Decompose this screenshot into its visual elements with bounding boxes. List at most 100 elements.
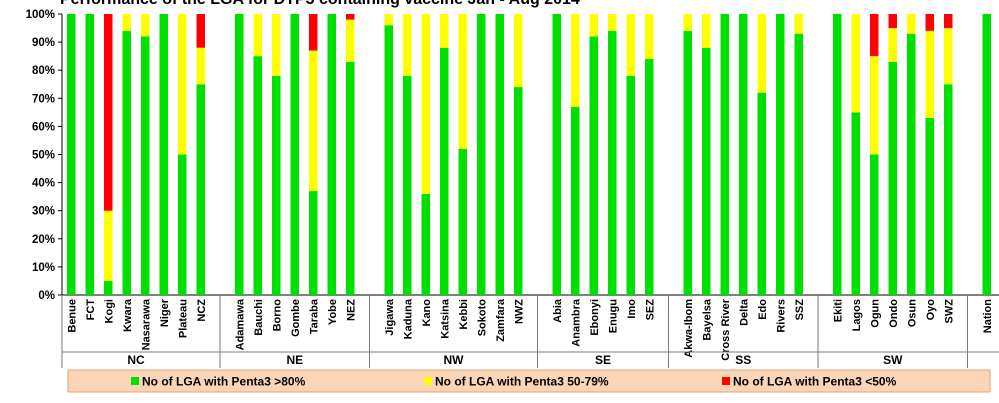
legend-label: No of LGA with Penta3 50-79% (435, 375, 609, 389)
bar-segment (925, 14, 934, 31)
bar-segment (196, 84, 205, 295)
bar-segment (403, 14, 412, 76)
x-tick-label: Kaduna (402, 298, 414, 339)
bar-segment (346, 14, 355, 20)
x-tick-label: NEZ (345, 299, 357, 321)
bar-segment (104, 280, 113, 295)
x-tick-label: Nation (982, 299, 994, 334)
bar-segment (403, 75, 412, 295)
bar-segment (982, 14, 991, 295)
bar-segment (870, 154, 879, 295)
x-tick-label: Niger (159, 298, 171, 327)
x-tick-label: Nasarawa (140, 298, 152, 350)
bar-segment (794, 14, 803, 34)
bar-segment (870, 14, 879, 57)
x-tick-label: Yobe (327, 299, 339, 325)
x-tick-label: Lagos (851, 299, 863, 331)
bar-segment (888, 28, 897, 62)
x-tick-label: Taraba (308, 298, 320, 334)
bar-segment (122, 30, 131, 296)
bar-segment (514, 87, 523, 295)
bar-segment (757, 14, 766, 93)
x-tick-label: SEZ (644, 299, 656, 321)
x-tick-label: Katsina (439, 298, 451, 339)
bar-segment (458, 148, 467, 295)
bar-segment (178, 154, 187, 295)
x-tick-label: Osun (906, 299, 918, 327)
bar-segment (888, 61, 897, 295)
bar-segment (440, 47, 449, 295)
bar-segment (757, 92, 766, 296)
bar-segment (309, 50, 318, 192)
y-tick-label: 30% (32, 206, 55, 218)
bar-segment (851, 14, 860, 113)
x-tick-label: Imo (626, 299, 638, 319)
bar-segment (907, 33, 916, 296)
group-label: SS (735, 353, 751, 367)
x-tick-label: Kebbi (458, 299, 470, 330)
bar-segment (571, 14, 580, 107)
x-tick-label: Delta (738, 298, 750, 326)
bar-segment (67, 14, 76, 295)
bar-segment (739, 14, 748, 295)
bar-segment (141, 14, 150, 37)
group-label: NE (286, 353, 303, 367)
bar-segment (458, 14, 467, 149)
legend-swatch (131, 377, 139, 385)
bar-segment (309, 191, 318, 295)
bar-segment (608, 14, 617, 31)
x-tick-label: Enugu (607, 299, 619, 333)
bar-segment (925, 117, 934, 295)
x-tick-label: Anambra (570, 298, 582, 347)
bar-segment (645, 58, 654, 296)
x-tick-label: Akwa-Ibom (683, 299, 695, 358)
legend-box (67, 369, 991, 393)
y-tick-label: 60% (32, 121, 55, 133)
bar-segment (702, 14, 711, 48)
bar-segment (104, 14, 113, 211)
bar-segment (683, 14, 692, 31)
x-tick-label: Bayelsa (701, 298, 713, 340)
bar-segment (589, 36, 598, 295)
chart-title: Performance of the LGA for DTP3 containi… (60, 0, 580, 9)
y-tick-label: 20% (32, 234, 55, 246)
bar-segment (440, 14, 449, 48)
x-tick-label: Abia (552, 298, 564, 323)
bar-segment (272, 75, 281, 295)
bar-segment (495, 14, 504, 295)
bar-segment (720, 14, 729, 295)
bar-segment (85, 14, 94, 295)
bar-segment (776, 14, 785, 295)
x-tick-label: Edo (757, 299, 769, 320)
bar-segment (589, 14, 598, 37)
bar-segment (683, 30, 692, 296)
bar-segment (477, 14, 486, 295)
x-tick-label: Ebonyi (589, 299, 601, 336)
x-tick-label: Sokoto (476, 299, 488, 337)
bar-segment (833, 14, 842, 295)
x-tick-label: FCT (85, 299, 97, 321)
x-tick-label: Rivers (775, 299, 787, 333)
x-tick-label: NCZ (196, 299, 208, 322)
bar-segment (104, 210, 113, 281)
bar-segment (384, 14, 393, 26)
bar-segment (925, 30, 934, 118)
x-tick-label: Kogi (103, 299, 115, 323)
legend-label: No of LGA with Penta3 >80% (142, 375, 306, 389)
x-tick-label: Ekiti (832, 299, 844, 322)
x-tick-label: Cross River (720, 298, 732, 360)
bar-segment (552, 14, 561, 295)
bar-segment (888, 14, 897, 29)
bar-segment (327, 14, 336, 295)
group-label: NC (127, 353, 145, 367)
y-tick-label: 90% (32, 37, 55, 49)
bar-segment (571, 106, 580, 295)
bar-segment (272, 14, 281, 76)
bar-segment (851, 112, 860, 295)
bar-segment (290, 14, 299, 295)
bar-segment (944, 84, 953, 295)
bar-segment (122, 14, 131, 31)
bar-segment (346, 61, 355, 295)
y-tick-label: 10% (32, 262, 55, 274)
